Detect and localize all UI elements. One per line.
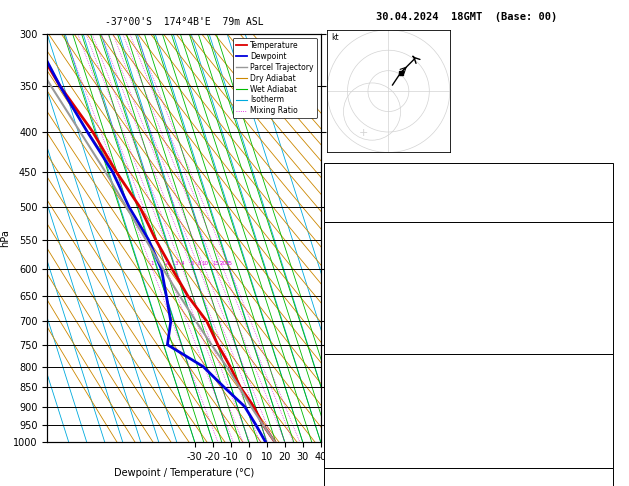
Text: -25: -25 [594, 485, 610, 486]
Text: 308: 308 [594, 389, 610, 399]
Text: 8: 8 [198, 261, 201, 266]
Text: 30.04.2024  18GMT  (Base: 00): 30.04.2024 18GMT (Base: 00) [376, 12, 558, 22]
Text: Dewp (°C): Dewp (°C) [327, 257, 374, 266]
Text: 4: 4 [181, 261, 184, 266]
Text: 6: 6 [605, 408, 610, 417]
Text: LCL: LCL [328, 422, 342, 431]
Text: 0: 0 [605, 426, 610, 435]
Text: Temp (°C): Temp (°C) [327, 239, 374, 248]
Text: 3: 3 [174, 261, 177, 266]
Text: 10: 10 [201, 261, 208, 266]
Text: +: + [359, 128, 369, 138]
Text: CIN (J): CIN (J) [327, 445, 364, 454]
Text: 2: 2 [165, 261, 169, 266]
Text: Lifted Index: Lifted Index [327, 408, 390, 417]
X-axis label: Dewpoint / Temperature (°C): Dewpoint / Temperature (°C) [114, 468, 254, 478]
Text: kt: kt [331, 33, 339, 42]
Text: 25: 25 [226, 261, 233, 266]
Text: PW (cm): PW (cm) [327, 202, 364, 211]
Text: 20: 20 [220, 261, 227, 266]
Text: Pressure (mb): Pressure (mb) [327, 371, 396, 380]
Text: 6: 6 [605, 294, 610, 303]
Text: 0: 0 [605, 445, 610, 454]
Text: Totals Totals: Totals Totals [327, 183, 396, 192]
Text: Most Unstable: Most Unstable [435, 355, 503, 364]
Text: CAPE (J): CAPE (J) [327, 312, 369, 322]
Text: © weatheronline.co.uk: © weatheronline.co.uk [418, 472, 516, 481]
Text: 40: 40 [599, 183, 610, 192]
Text: 1: 1 [150, 261, 154, 266]
Text: EH: EH [327, 485, 338, 486]
Text: -37°00'S  174°4B'E  79m ASL: -37°00'S 174°4B'E 79m ASL [104, 17, 264, 27]
Text: 308: 308 [594, 276, 610, 285]
Text: 1.47: 1.47 [589, 202, 610, 211]
Text: 9.4: 9.4 [594, 257, 610, 266]
Legend: Temperature, Dewpoint, Parcel Trajectory, Dry Adiabat, Wet Adiabat, Isotherm, Mi: Temperature, Dewpoint, Parcel Trajectory… [233, 38, 317, 119]
Text: θₑ (K): θₑ (K) [327, 389, 359, 399]
Text: 0: 0 [605, 331, 610, 340]
Text: K: K [327, 165, 332, 174]
Text: θₑ(K): θₑ(K) [327, 276, 353, 285]
Text: CIN (J): CIN (J) [327, 331, 364, 340]
Text: 15: 15 [212, 261, 219, 266]
Text: 14.6: 14.6 [589, 239, 610, 248]
Text: Surface: Surface [450, 223, 487, 232]
Text: CAPE (J): CAPE (J) [327, 426, 369, 435]
Text: 0: 0 [605, 312, 610, 322]
Text: 6: 6 [605, 165, 610, 174]
Y-axis label: hPa: hPa [0, 229, 10, 247]
Text: Hodograph: Hodograph [445, 469, 493, 478]
Text: Lifted Index: Lifted Index [327, 294, 390, 303]
Text: 6: 6 [191, 261, 194, 266]
Text: 1004: 1004 [589, 371, 610, 380]
Y-axis label: km
ASL: km ASL [338, 230, 358, 246]
